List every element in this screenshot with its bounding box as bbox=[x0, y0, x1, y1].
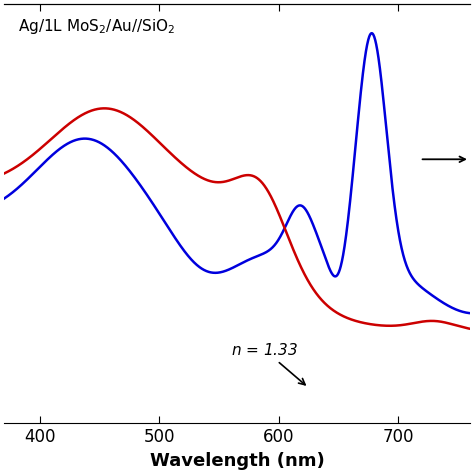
X-axis label: Wavelength (nm): Wavelength (nm) bbox=[150, 452, 324, 470]
Text: $n$ = 1.33: $n$ = 1.33 bbox=[231, 342, 305, 385]
Text: Ag/1L MoS$_2$/Au//SiO$_2$: Ag/1L MoS$_2$/Au//SiO$_2$ bbox=[18, 17, 175, 36]
